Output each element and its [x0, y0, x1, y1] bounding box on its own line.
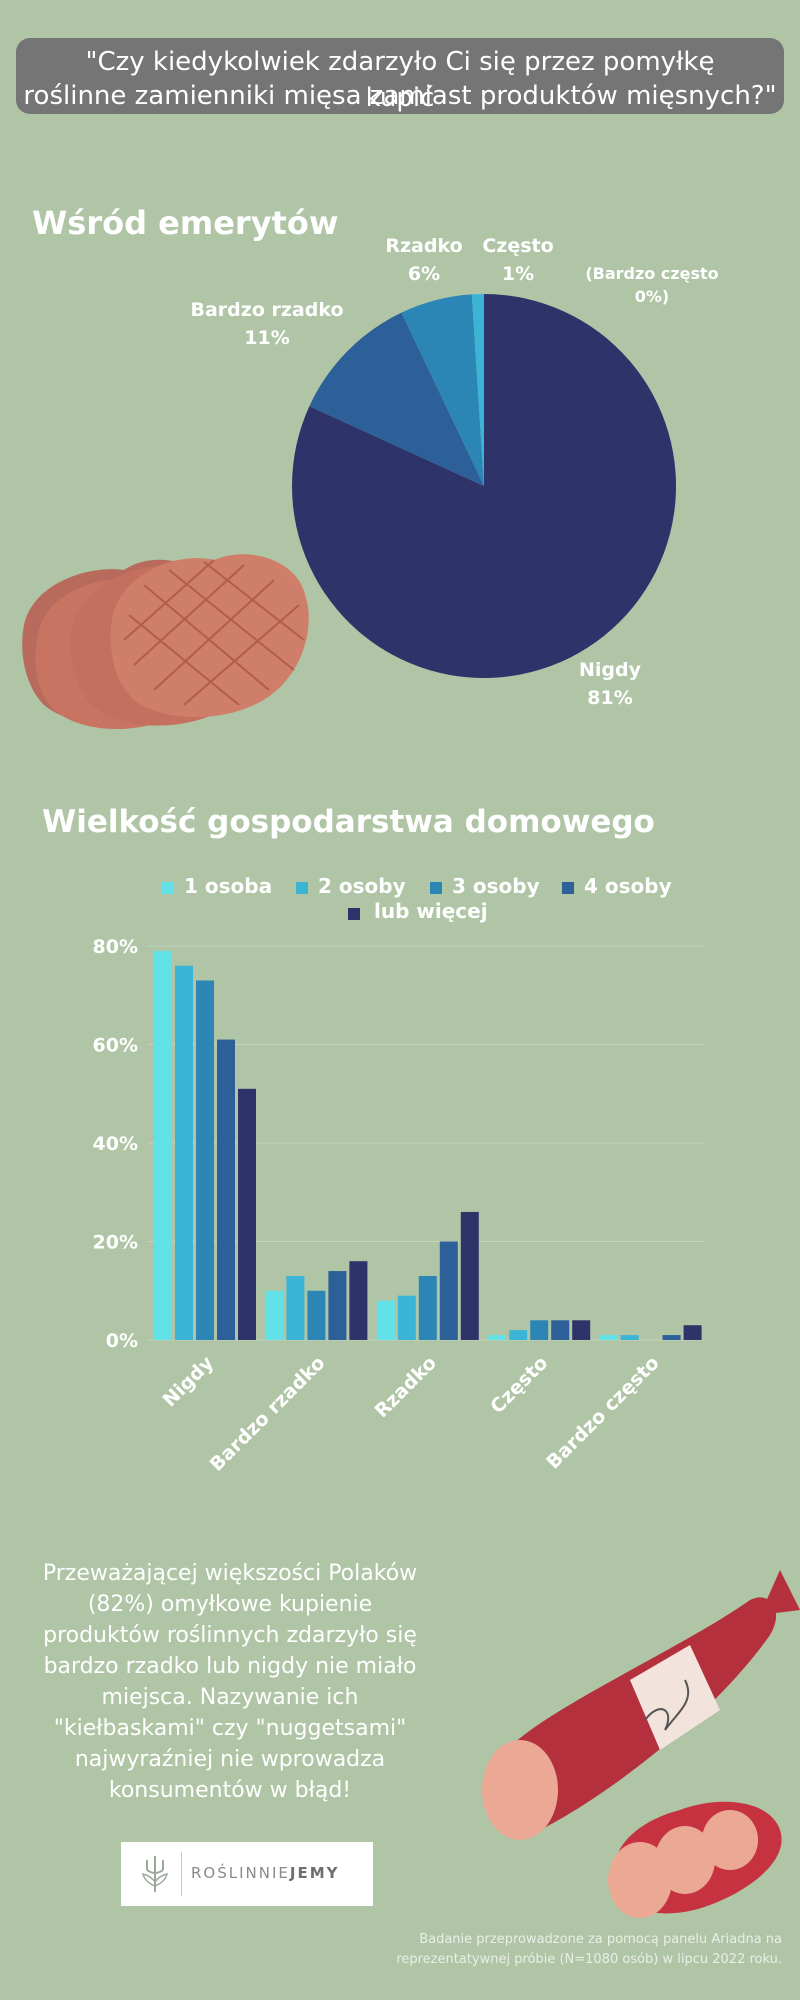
y-tick-label: 80%: [93, 936, 138, 958]
pie-label-name: Nigdy: [578, 659, 641, 681]
pie-title: Wśród emerytów: [32, 204, 339, 242]
ham-slices-illustration: [22, 554, 309, 730]
bar: [328, 1271, 347, 1340]
pie-label-czesto: Często 1%: [468, 232, 568, 288]
bar: [572, 1320, 591, 1340]
pie-label-name: Rzadko: [385, 235, 463, 257]
pie-slice-3: [471, 294, 484, 486]
legend-label: 3 osoby: [452, 874, 540, 898]
question-line-2: roślinne zamienniki mięsa zamiast produk…: [23, 81, 777, 111]
pie-label-name: Bardzo rzadko: [190, 299, 344, 321]
logo: ROŚLINNIEJEMY: [121, 1842, 373, 1906]
summary-text: Przeważającej większości Polaków (82%) o…: [42, 1561, 418, 1803]
bar: [418, 1275, 437, 1340]
bar: [509, 1330, 528, 1340]
bar: [217, 1039, 235, 1340]
legend-swatch: [348, 908, 360, 920]
pie-label-value: 11%: [244, 327, 290, 349]
legend-label: 4 osoby: [584, 874, 672, 898]
y-tick-label: 60%: [93, 1035, 138, 1057]
legend-swatch: [430, 882, 442, 894]
logo-divider: [181, 1852, 182, 1896]
x-tick-label: Często: [486, 1352, 552, 1418]
legend-label: 2 osoby: [318, 874, 406, 898]
pie-label-value: 0%): [634, 287, 670, 306]
pie-slice-1: [309, 312, 484, 486]
y-tick-label: 40%: [93, 1133, 138, 1155]
sausage-illustration: [482, 1570, 800, 1918]
bar: [196, 980, 214, 1340]
bar: [599, 1335, 618, 1340]
pie-label-name: (Bardzo często: [585, 264, 719, 283]
plant-logo-icon: [141, 1856, 169, 1892]
pie-label-nigdy: Nigdy 81%: [560, 656, 660, 712]
bar: [154, 950, 172, 1340]
bar: [376, 1300, 395, 1340]
bar: [349, 1261, 368, 1340]
footnote: Badanie przeprowadzone za pomocą panelu …: [396, 1932, 782, 1967]
bar: [551, 1320, 570, 1340]
bar: [620, 1335, 639, 1340]
bar: [307, 1290, 326, 1340]
legend-swatch: [562, 882, 574, 894]
y-tick-label: 0%: [106, 1330, 138, 1352]
bar: [238, 1088, 256, 1340]
x-tick-label: Rzadko: [371, 1352, 441, 1422]
logo-text-part1: ROŚLINNIE: [191, 1864, 290, 1882]
pie-label-value: 1%: [501, 263, 535, 285]
legend-swatch: [296, 882, 308, 894]
y-tick-label: 20%: [93, 1232, 138, 1254]
bar: [439, 1241, 458, 1340]
x-tick-label: Bardzo rzadko: [206, 1352, 330, 1476]
pie-label-name: Często: [482, 235, 554, 257]
logo-text: ROŚLINNIEJEMY: [191, 1864, 340, 1882]
legend-label: 1 osoba: [184, 874, 273, 898]
legend-label: lub więcej: [374, 899, 488, 923]
pie-label-value: 6%: [407, 263, 441, 285]
bar: [265, 1290, 284, 1340]
x-tick-label: Nigdy: [159, 1352, 219, 1412]
pie-slice-0: [292, 294, 677, 678]
pie-chart: [292, 294, 677, 678]
pie-label-bardzo-czesto: (Bardzo często 0%): [572, 262, 732, 308]
bar: [286, 1275, 305, 1340]
bar: [530, 1320, 549, 1340]
bar: [683, 1325, 702, 1340]
bar: [460, 1211, 479, 1340]
legend-swatch: [162, 882, 174, 894]
bar: [175, 965, 193, 1340]
pie-label-value: 81%: [587, 687, 633, 709]
question-box: [16, 38, 784, 114]
bar-title: Wielkość gospodarstwa domowego: [42, 804, 655, 840]
x-tick-label: Bardzo często: [542, 1352, 663, 1473]
pie-label-bardzo-rzadko: Bardzo rzadko 11%: [182, 296, 352, 352]
logo-text-part2: JEMY: [289, 1864, 340, 1882]
bar: [662, 1335, 681, 1340]
pie-label-rzadko: Rzadko 6%: [374, 232, 474, 288]
bar: [488, 1335, 507, 1340]
pie-slice-2: [401, 294, 484, 486]
question-line-1: "Czy kiedykolwiek zdarzyło Ci się przez …: [85, 47, 715, 113]
bar: [397, 1295, 416, 1340]
